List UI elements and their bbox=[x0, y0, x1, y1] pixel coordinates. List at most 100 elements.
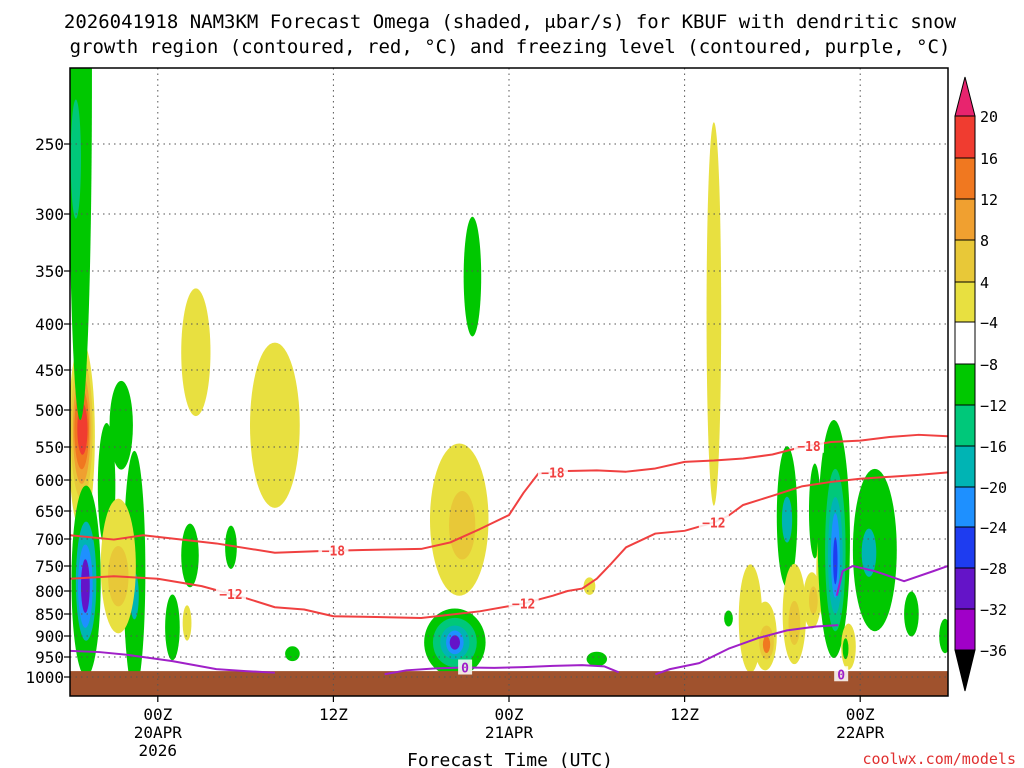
y-tick-label-12: 850 bbox=[35, 605, 64, 624]
omega-region-25 bbox=[449, 490, 476, 560]
colorbar-segment-7 bbox=[954, 404, 976, 447]
contour-label-1-0: −12 bbox=[219, 588, 242, 603]
y-tick-label-13: 900 bbox=[35, 627, 64, 646]
contour-label-bg-0-2 bbox=[793, 437, 824, 453]
omega-region-17 bbox=[165, 594, 180, 661]
omega-region-33 bbox=[586, 651, 608, 667]
colorbar-label-12: −32 bbox=[980, 601, 1007, 619]
x-tick-label-0-0: 00Z bbox=[143, 705, 172, 724]
omega-region-36 bbox=[724, 610, 733, 627]
x-tick-label-0-1: 20APR bbox=[134, 723, 183, 742]
colorbar-bottom-arrow bbox=[954, 649, 976, 692]
y-tick-label-10: 750 bbox=[35, 557, 64, 576]
omega-region-20 bbox=[225, 525, 237, 569]
colorbar-label-7: −12 bbox=[980, 397, 1007, 415]
colorbar-label-13: −36 bbox=[980, 642, 1007, 660]
x-tick-label-3-0: 12Z bbox=[670, 705, 699, 724]
y-tick-label-15: 1000 bbox=[25, 668, 64, 687]
contour-label-bg-3-0 bbox=[458, 659, 473, 675]
y-tick-label-8: 650 bbox=[35, 502, 64, 521]
x-tick-label-4-0: 00Z bbox=[846, 705, 875, 724]
colorbar-label-1: 16 bbox=[980, 150, 998, 168]
temperature-contours: −18 −18 −18 −12 −12 −12 0 0 bbox=[70, 433, 948, 683]
colorbar-label-2: 12 bbox=[980, 191, 998, 209]
colorbar-label-4: 4 bbox=[980, 274, 989, 292]
omega-region-41 bbox=[781, 496, 793, 543]
chart-title-line-1: 2026041918 NAM3KM Forecast Omega (shaded… bbox=[64, 11, 957, 33]
omega-region-26 bbox=[463, 216, 482, 337]
omega-region-58 bbox=[939, 618, 948, 654]
omega-region-19 bbox=[181, 523, 199, 588]
omega-region-54 bbox=[842, 638, 849, 660]
omega-region-45 bbox=[808, 586, 818, 615]
colorbar-segment-11 bbox=[954, 567, 976, 610]
contour-label-3-0: 0 bbox=[461, 662, 469, 677]
omega-region-6 bbox=[70, 99, 81, 219]
y-tick-label-6: 550 bbox=[35, 438, 64, 457]
omega-shaded-regions bbox=[70, 68, 948, 692]
ground-below-surface bbox=[70, 671, 948, 696]
contour-line-2 bbox=[70, 649, 275, 674]
omega-region-52 bbox=[833, 537, 838, 585]
colorbar-label-5: −4 bbox=[980, 314, 998, 332]
contour-line-5 bbox=[835, 565, 948, 596]
x-tick-label-2-1: 21APR bbox=[485, 723, 534, 742]
plot-area: −18 −18 −18 −12 −12 −12 0 0 bbox=[70, 68, 948, 696]
y-tick-label-9: 700 bbox=[35, 530, 64, 549]
y-tick-label-4: 450 bbox=[35, 361, 64, 380]
contour-label-1-2: −12 bbox=[702, 516, 725, 531]
y-tick-label-11: 800 bbox=[35, 582, 64, 601]
contour-label-4-0: 0 bbox=[837, 668, 845, 683]
x-tick-label-2-0: 00Z bbox=[495, 705, 524, 724]
colorbar-label-9: −20 bbox=[980, 479, 1007, 497]
contour-label-bg-1-1 bbox=[508, 595, 539, 611]
y-tick-label-0: 250 bbox=[35, 135, 64, 154]
omega-region-56 bbox=[861, 528, 877, 577]
y-tick-label-5: 500 bbox=[35, 401, 64, 420]
contour-label-0-0: −18 bbox=[322, 545, 346, 560]
x-tick-label-4-1: 22APR bbox=[836, 723, 885, 742]
contour-label-0-1: −18 bbox=[541, 466, 565, 481]
contour-label-bg-1-0 bbox=[215, 586, 246, 602]
colorbar-top-arrow bbox=[954, 76, 976, 117]
x-axis-label: Forecast Time (UTC) bbox=[407, 750, 613, 768]
contour-label-bg-4-0 bbox=[834, 666, 849, 682]
omega-region-23 bbox=[285, 646, 300, 662]
gridlines bbox=[70, 68, 948, 696]
contour-line-1 bbox=[70, 471, 948, 620]
y-tick-label-14: 950 bbox=[35, 648, 64, 667]
contour-label-0-2: −18 bbox=[797, 440, 821, 455]
y-tick-label-1: 300 bbox=[35, 205, 64, 224]
omega-region-34 bbox=[706, 122, 722, 506]
omega-region-22 bbox=[249, 342, 300, 508]
omega-region-18 bbox=[182, 605, 192, 641]
y-tick-label-7: 600 bbox=[35, 471, 64, 490]
omega-region-43 bbox=[788, 600, 801, 646]
colorbar-label-10: −24 bbox=[980, 519, 1007, 537]
colorbar-label-3: 8 bbox=[980, 232, 989, 250]
contour-label-bg-1-2 bbox=[698, 514, 729, 530]
colorbar: 20 16 12 8 4 −4 −8 −12 −16 −20 −24 −28 −32 −36 bbox=[954, 76, 1007, 692]
y-tick-label-2: 350 bbox=[35, 262, 64, 281]
colorbar-segment-0 bbox=[954, 115, 976, 159]
colorbar-segment-6 bbox=[954, 363, 976, 406]
omega-region-10 bbox=[80, 559, 90, 613]
colorbar-segment-10 bbox=[954, 526, 976, 569]
contour-label-bg-0-0 bbox=[318, 542, 349, 558]
omega-region-57 bbox=[904, 591, 919, 637]
colorbar-segment-3 bbox=[954, 239, 976, 283]
colorbar-segment-12 bbox=[954, 608, 976, 651]
colorbar-segment-8 bbox=[954, 445, 976, 488]
credit-text: coolwx.com/models bbox=[862, 750, 1016, 768]
omega-region-21 bbox=[181, 288, 211, 417]
omega-region-39 bbox=[762, 636, 771, 653]
colorbar-segment-1 bbox=[954, 157, 976, 200]
x-tick-label-1-0: 12Z bbox=[319, 705, 348, 724]
chart-title-line-2: growth region (contoured, red, °C) and f… bbox=[70, 36, 951, 58]
colorbar-segment-4 bbox=[954, 281, 976, 323]
colorbar-label-0: 20 bbox=[980, 108, 998, 126]
x-tick-label-0-2: 2026 bbox=[139, 741, 178, 760]
colorbar-label-11: −28 bbox=[980, 560, 1007, 578]
omega-region-31 bbox=[449, 635, 460, 650]
